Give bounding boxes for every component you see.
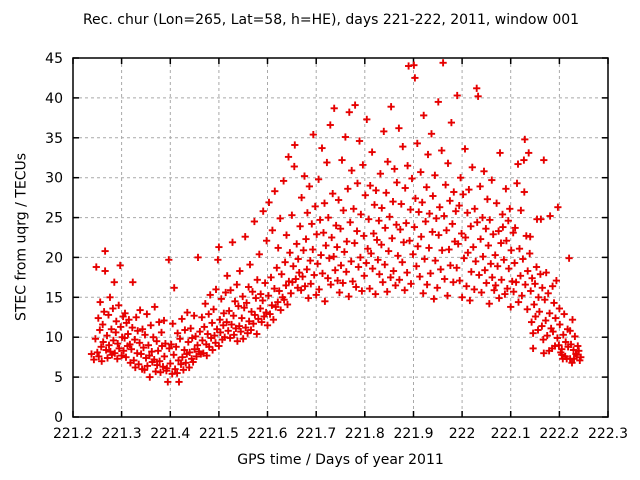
svg-text:222: 222: [449, 426, 476, 442]
svg-text:20: 20: [45, 250, 63, 266]
svg-text:0: 0: [54, 410, 63, 426]
svg-text:221.2: 221.2: [53, 426, 93, 442]
svg-text:221.9: 221.9: [393, 426, 433, 442]
svg-text:222.2: 222.2: [539, 426, 579, 442]
svg-text:221.3: 221.3: [102, 426, 142, 442]
svg-text:221.8: 221.8: [345, 426, 385, 442]
svg-text:222.3: 222.3: [588, 426, 628, 442]
svg-text:15: 15: [45, 290, 63, 306]
svg-text:25: 25: [45, 211, 63, 227]
svg-text:221.5: 221.5: [199, 426, 239, 442]
svg-text:221.4: 221.4: [150, 426, 190, 442]
svg-text:222.1: 222.1: [491, 426, 531, 442]
svg-text:35: 35: [45, 131, 63, 147]
svg-text:5: 5: [54, 370, 63, 386]
plot-title: Rec. chur (Lon=265, Lat=58, h=HE), days …: [82, 12, 580, 28]
svg-text:40: 40: [45, 91, 63, 107]
svg-text:221.6: 221.6: [247, 426, 287, 442]
svg-text:30: 30: [45, 171, 63, 187]
svg-text:221.7: 221.7: [296, 426, 336, 442]
x-axis-label: GPS time / Days of year 2011: [237, 452, 444, 468]
svg-text:10: 10: [45, 330, 63, 346]
svg-text:45: 45: [45, 51, 63, 67]
